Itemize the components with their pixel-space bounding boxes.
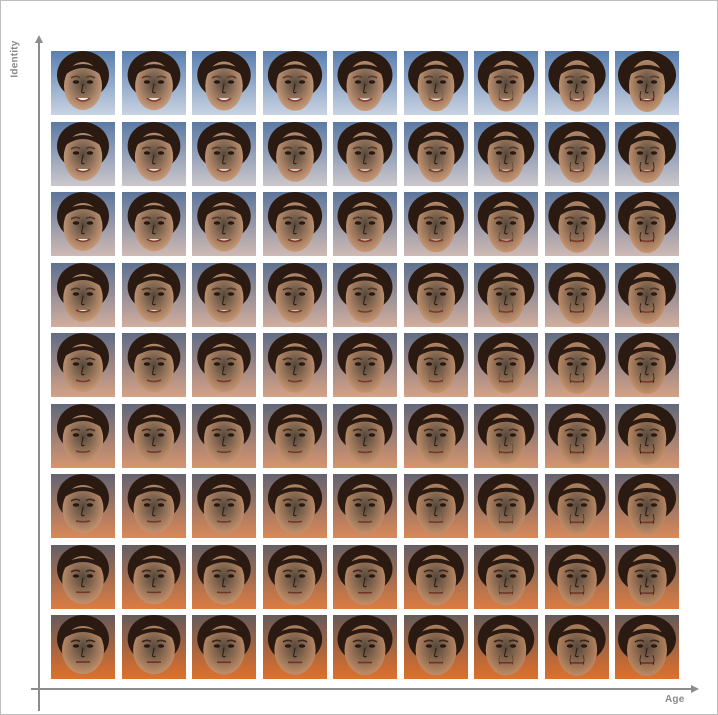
face-tile: [544, 615, 609, 679]
face-tile: [403, 474, 468, 538]
face-tile: [192, 474, 256, 538]
face-tile: [474, 51, 538, 115]
face-tile: [333, 474, 397, 538]
face-tile: [474, 474, 538, 538]
face-tile: [262, 474, 327, 538]
face-tile: [333, 403, 397, 468]
face-tile: [51, 51, 115, 115]
y-axis-label: Identity: [9, 40, 21, 78]
face-tile: [333, 262, 397, 327]
face-tile: [403, 192, 468, 256]
face-tile: [121, 333, 186, 397]
face-tile: [192, 544, 256, 609]
face-tile: [333, 121, 397, 186]
face-tile: [544, 262, 609, 327]
face-tile: [615, 403, 679, 468]
face-tile: [403, 403, 468, 468]
face-tile: [192, 121, 256, 186]
face-tile: [51, 403, 115, 468]
face-tile: [544, 192, 609, 256]
face-tile: [615, 333, 679, 397]
face-tile: [192, 403, 256, 468]
face-tile: [474, 333, 538, 397]
face-tile: [474, 262, 538, 327]
face-tile: [474, 403, 538, 468]
face-tile: [333, 192, 397, 256]
face-tile: [615, 262, 679, 327]
face-tile: [121, 121, 186, 186]
face-tile: [121, 615, 186, 679]
face-tile: [51, 544, 115, 609]
face-tile: [333, 615, 397, 679]
face-tile: [333, 51, 397, 115]
face-tile: [51, 192, 115, 256]
face-grid: [51, 51, 679, 679]
face-tile: [192, 51, 256, 115]
face-tile: [333, 544, 397, 609]
face-tile: [121, 474, 186, 538]
face-tile: [192, 333, 256, 397]
face-tile: [403, 121, 468, 186]
face-tile: [403, 544, 468, 609]
face-tile: [544, 121, 609, 186]
face-tile: [262, 192, 327, 256]
face-tile: [615, 192, 679, 256]
face-tile: [192, 192, 256, 256]
face-tile: [121, 51, 186, 115]
face-tile: [51, 262, 115, 327]
face-tile: [262, 262, 327, 327]
face-tile: [474, 615, 538, 679]
face-tile: [544, 544, 609, 609]
face-tile: [544, 474, 609, 538]
face-tile: [262, 51, 327, 115]
face-tile: [544, 403, 609, 468]
face-tile: [121, 262, 186, 327]
face-tile: [474, 544, 538, 609]
face-tile: [403, 262, 468, 327]
face-tile: [333, 333, 397, 397]
face-tile: [403, 333, 468, 397]
face-tile: [51, 615, 115, 679]
face-tile: [262, 333, 327, 397]
face-tile: [262, 403, 327, 468]
face-tile: [121, 403, 186, 468]
face-tile: [615, 51, 679, 115]
face-tile: [474, 121, 538, 186]
face-tile: [615, 544, 679, 609]
face-tile: [615, 615, 679, 679]
face-tile: [403, 615, 468, 679]
face-tile: [544, 333, 609, 397]
face-tile: [615, 474, 679, 538]
face-tile: [192, 262, 256, 327]
face-tile: [262, 544, 327, 609]
face-tile: [544, 51, 609, 115]
face-tile: [262, 615, 327, 679]
x-axis-label: Age: [665, 694, 685, 705]
face-tile: [615, 121, 679, 186]
face-tile: [51, 333, 115, 397]
face-tile: [121, 192, 186, 256]
face-tile: [51, 121, 115, 186]
face-tile: [51, 474, 115, 538]
face-tile: [192, 615, 256, 679]
face-tile: [474, 192, 538, 256]
face-tile: [403, 51, 468, 115]
face-tile: [121, 544, 186, 609]
face-tile: [262, 121, 327, 186]
